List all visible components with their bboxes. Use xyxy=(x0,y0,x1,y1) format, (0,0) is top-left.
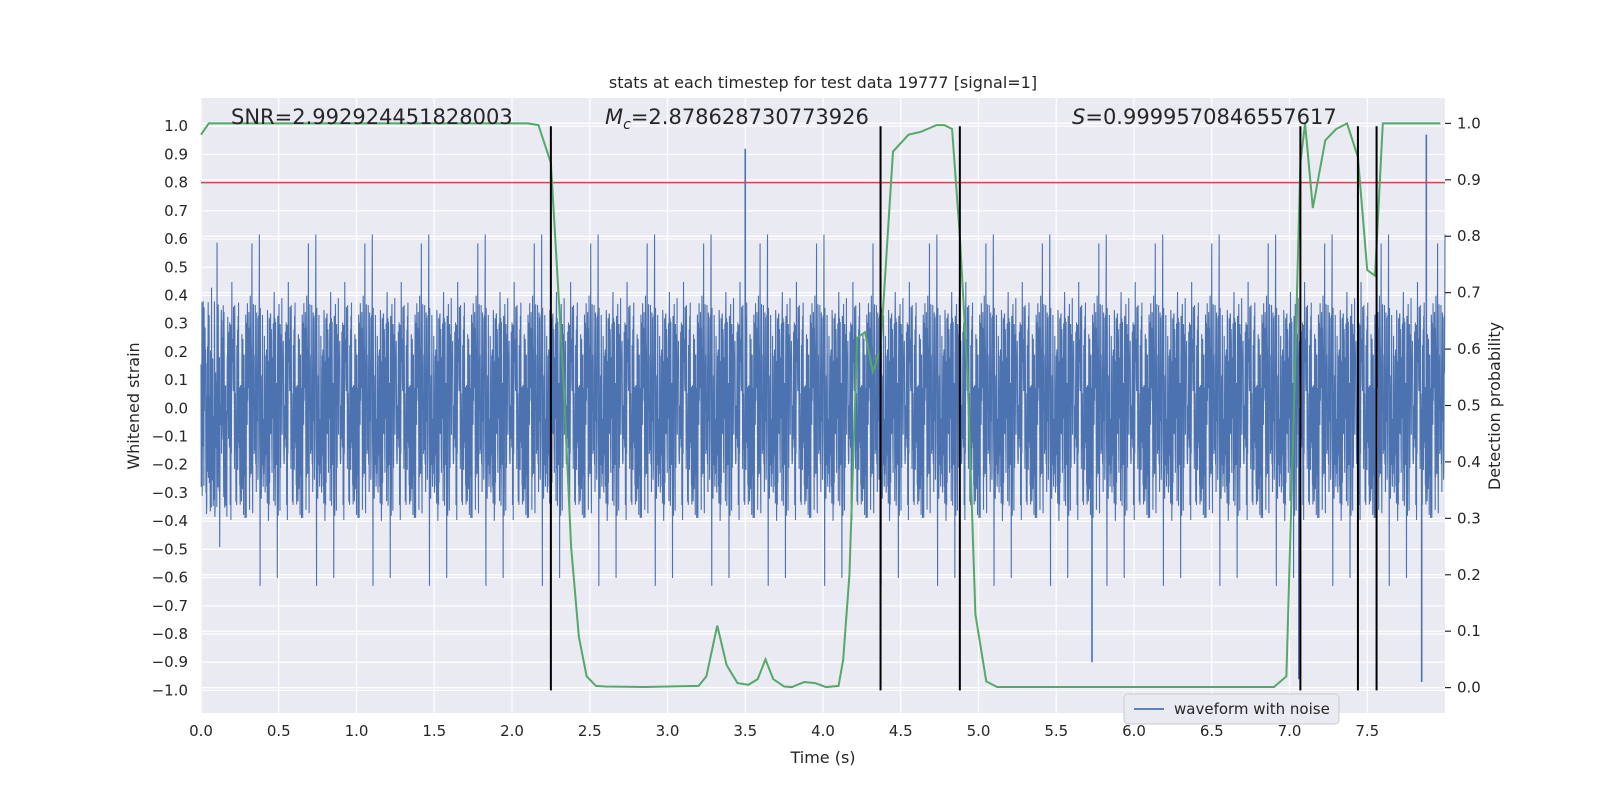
chirp-mass-subscript: c xyxy=(623,117,631,133)
y-left-tick-label: 0.9 xyxy=(164,145,188,163)
x-tick-label: 3.5 xyxy=(733,722,757,740)
y-left-tick-label: −0.4 xyxy=(152,512,188,530)
x-tick-label: 2.5 xyxy=(578,722,602,740)
x-tick-label: 3.0 xyxy=(656,722,680,740)
waveform-line xyxy=(200,234,1446,586)
chart-title: stats at each timestep for test data 197… xyxy=(609,73,1037,92)
legend: waveform with noise xyxy=(1123,693,1340,725)
y-right-tick-label: 0.3 xyxy=(1457,509,1481,527)
y-right-tick-label: 0.7 xyxy=(1457,284,1481,302)
y-left-tick-label: −0.9 xyxy=(152,653,188,671)
y-left-tick-label: 0.5 xyxy=(164,258,188,276)
y-left-tick-label: −0.2 xyxy=(152,456,188,474)
x-tick-label: 0.0 xyxy=(189,722,213,740)
x-tick-label: 6.5 xyxy=(1200,722,1224,740)
x-tick-label: 4.5 xyxy=(889,722,913,740)
y-left-tick-label: 0.3 xyxy=(164,315,188,333)
x-axis-label: Time (s) xyxy=(789,748,855,767)
y-left-tick-label: 0.7 xyxy=(164,202,188,220)
score-symbol: S xyxy=(1072,105,1085,129)
y-right-tick-label: 0.8 xyxy=(1457,227,1481,245)
y-right-tick-label: 0.1 xyxy=(1457,622,1481,640)
y-left-tick-label: −0.6 xyxy=(152,569,188,587)
y-right-tick-label: 0.2 xyxy=(1457,566,1481,584)
x-tick-label: 7.0 xyxy=(1278,722,1302,740)
y-left-tick-label: −1.0 xyxy=(152,681,188,699)
y-right-tick-label: 0.4 xyxy=(1457,453,1481,471)
y-right-tick-label: 0.5 xyxy=(1457,397,1481,415)
y-left-tick-label: −0.5 xyxy=(152,540,188,558)
score-value: =0.9999570846557617 xyxy=(1085,105,1336,129)
y-axis-left-ticks: 1.0 0.9 0.8 0.7 0.6 0.5 0.4 0.3 0.2 0.1 0.0 −0.1 −0.… xyxy=(152,117,188,699)
chirp-mass-annotation: Mc=2.878628730773926 xyxy=(605,105,869,133)
y-right-tick-label: 0.6 xyxy=(1457,340,1481,358)
chirp-mass-symbol: M xyxy=(605,105,623,129)
y-axis-left-label: Whitened strain xyxy=(124,342,143,469)
x-tick-label: 1.0 xyxy=(345,722,369,740)
x-tick-label: 6.0 xyxy=(1122,722,1146,740)
y-left-tick-label: −0.3 xyxy=(152,484,188,502)
x-tick-label: 7.5 xyxy=(1355,722,1379,740)
y-right-tick-label: 0.0 xyxy=(1457,679,1481,697)
x-axis-ticks: 0.0 0.5 1.0 1.5 2.0 2.5 3.0 3.5 4.0 4.5 5.0 5.5 6.0 6… xyxy=(189,722,1379,740)
waveform-series xyxy=(200,134,1446,682)
y-left-tick-label: 0.6 xyxy=(164,230,188,248)
y-axis-right-ticks: 1.0 0.9 0.8 0.7 0.6 0.5 0.4 0.3 0.2 0.1 0.0 xyxy=(1445,114,1481,697)
x-tick-label: 5.0 xyxy=(967,722,991,740)
y-left-tick-label: −0.1 xyxy=(152,428,188,446)
y-left-tick-label: 0.2 xyxy=(164,343,188,361)
legend-entry-waveform: waveform with noise xyxy=(1174,700,1330,718)
y-left-tick-label: 0.8 xyxy=(164,174,188,192)
snr-annotation: SNR=2.992924451828003 xyxy=(231,105,513,129)
x-tick-label: 5.5 xyxy=(1044,722,1068,740)
y-left-tick-label: 1.0 xyxy=(164,117,188,135)
legend-box xyxy=(1123,693,1340,725)
y-right-tick-label: 0.9 xyxy=(1457,171,1481,189)
vertical-markers xyxy=(549,126,1378,691)
x-tick-label: 1.5 xyxy=(422,722,446,740)
x-tick-label: 0.5 xyxy=(267,722,291,740)
y-left-tick-label: −0.8 xyxy=(152,625,188,643)
probability-line xyxy=(200,121,1441,689)
y-axis-right-label: Detection probability xyxy=(1485,322,1504,490)
score-annotation: S=0.9999570846557617 xyxy=(1072,105,1337,129)
x-tick-label: 4.0 xyxy=(811,722,835,740)
y-left-tick-label: 0.0 xyxy=(164,399,188,417)
chirp-mass-value: =2.878628730773926 xyxy=(631,105,869,129)
probability-series xyxy=(200,121,1441,689)
y-left-tick-label: 0.4 xyxy=(164,286,188,304)
y-right-tick-label: 1.0 xyxy=(1457,114,1481,132)
y-left-tick-label: −0.7 xyxy=(152,597,188,615)
y-left-tick-label: 0.1 xyxy=(164,371,188,389)
x-tick-label: 2.0 xyxy=(500,722,524,740)
